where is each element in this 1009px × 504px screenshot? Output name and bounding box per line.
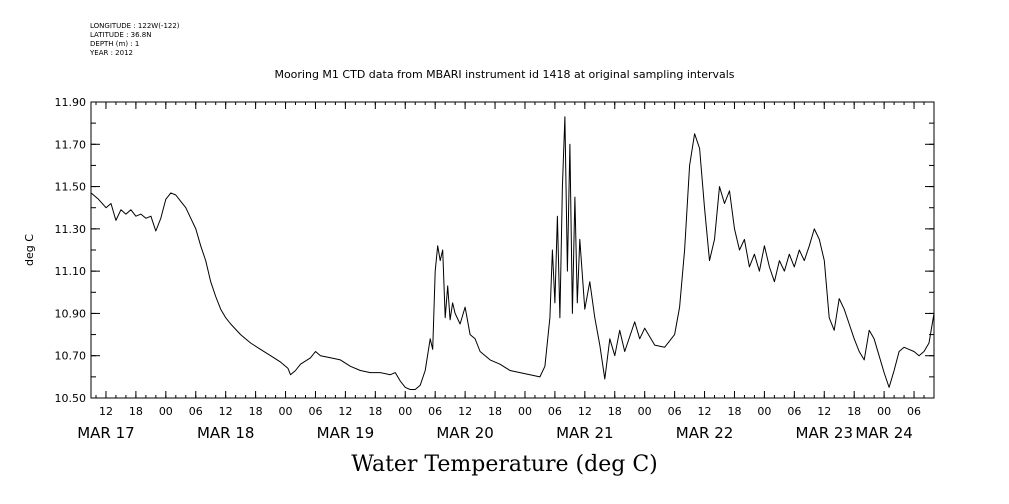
meta-year: YEAR : 2012 — [90, 49, 133, 57]
x-tick-label: 00 — [518, 405, 532, 418]
x-tick-label: 12 — [338, 405, 352, 418]
y-tick-label: 11.50 — [55, 181, 87, 194]
x-tick-label: 00 — [159, 405, 173, 418]
x-tick-label: 00 — [638, 405, 652, 418]
x-tick-label: 00 — [279, 405, 293, 418]
x-day-label: MAR 20 — [436, 424, 493, 442]
chart-title: Mooring M1 CTD data from MBARI instrumen… — [274, 68, 735, 81]
x-tick-label: 12 — [458, 405, 472, 418]
x-tick-label: 06 — [189, 405, 203, 418]
x-tick-label: 12 — [99, 405, 113, 418]
meta-longitude: LONGITUDE : 122W(-122) — [90, 22, 180, 30]
x-day-label: MAR 18 — [197, 424, 254, 442]
meta-latitude: LATITUDE : 36.8N — [90, 31, 152, 39]
y-tick-label: 11.70 — [55, 138, 87, 151]
x-tick-label: 00 — [398, 405, 412, 418]
x-tick-label: 00 — [757, 405, 771, 418]
x-tick-label: 18 — [368, 405, 382, 418]
y-tick-label: 10.50 — [55, 392, 87, 405]
x-tick-label: 18 — [249, 405, 263, 418]
x-tick-label: 06 — [907, 405, 921, 418]
x-tick-label: 18 — [488, 405, 502, 418]
x-tick-label: 18 — [847, 405, 861, 418]
x-tick-label: 18 — [608, 405, 622, 418]
x-tick-label: 00 — [877, 405, 891, 418]
x-tick-label: 06 — [668, 405, 682, 418]
x-tick-label: 06 — [428, 405, 442, 418]
x-tick-label: 18 — [727, 405, 741, 418]
x-day-label: MAR 23 — [796, 424, 853, 442]
x-tick-label: 12 — [578, 405, 592, 418]
x-tick-label: 12 — [219, 405, 233, 418]
x-tick-label: 06 — [308, 405, 322, 418]
y-tick-label: 10.90 — [55, 307, 87, 320]
x-tick-label: 06 — [787, 405, 801, 418]
meta-depth: DEPTH (m) : 1 — [90, 40, 140, 48]
x-day-label: MAR 22 — [676, 424, 733, 442]
x-tick-label: 12 — [817, 405, 831, 418]
y-tick-label: 11.10 — [55, 265, 87, 278]
series-line-water-temperature — [90, 112, 935, 390]
x-tick-label: 06 — [548, 405, 562, 418]
y-tick-label: 11.30 — [55, 223, 87, 236]
y-tick-label: 10.70 — [55, 350, 87, 363]
x-tick-label: 12 — [698, 405, 712, 418]
x-tick-label: 18 — [129, 405, 143, 418]
x-day-label: MAR 19 — [317, 424, 374, 442]
x-day-label: MAR 17 — [77, 424, 134, 442]
y-axis-label: deg C — [23, 234, 36, 266]
bottom-title: Water Temperature (deg C) — [351, 452, 658, 477]
x-day-label: MAR 24 — [855, 424, 912, 442]
y-tick-label: 11.90 — [55, 96, 87, 109]
x-day-label: MAR 21 — [556, 424, 613, 442]
